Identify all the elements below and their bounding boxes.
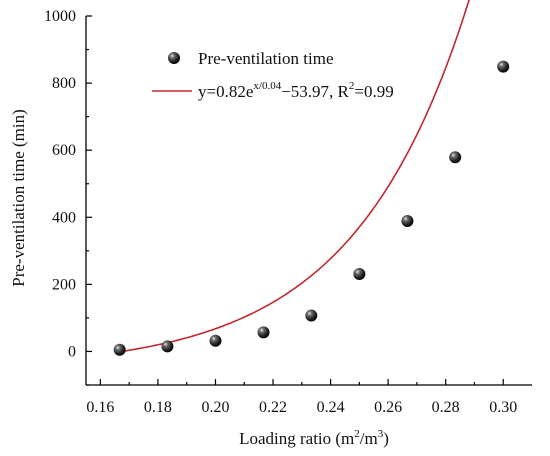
x-axis-title: Loading ratio (m2/m3) — [239, 428, 389, 448]
data-point — [161, 340, 174, 353]
fit-curve — [119, 0, 470, 353]
data-point — [449, 151, 462, 164]
x-axis-title-start: Loading ratio (m — [239, 429, 354, 448]
fit-r2-value: =0.99 — [354, 82, 393, 101]
legend-label-scatter: Pre-ventilation time — [198, 49, 334, 68]
data-point — [113, 343, 126, 356]
data-points — [113, 60, 510, 356]
x-axis-title-sup1: 2 — [354, 428, 360, 440]
data-point — [257, 326, 270, 339]
y-tick-label: 400 — [52, 209, 76, 226]
x-tick-label: 0.16 — [86, 399, 114, 416]
data-point — [353, 267, 366, 280]
x-tick-label: 0.30 — [489, 399, 517, 416]
y-axis-title: Pre-ventilation time (min) — [9, 109, 28, 287]
x-tick-label: 0.28 — [432, 399, 460, 416]
legend: Pre-ventilation time y=0.82ex/0.04−53.97… — [152, 49, 394, 101]
axis-ticks: 0.16 0.18 0.20 0.22 0.24 0.26 0.28 0.30 0 200 400 6… — [44, 8, 517, 416]
x-tick-label: 0.20 — [201, 399, 229, 416]
data-point — [209, 334, 222, 347]
legend-marker-scatter — [168, 52, 180, 64]
y-tick-label: 1000 — [44, 8, 76, 25]
y-tick-label: 0 — [68, 343, 76, 360]
x-tick-label: 0.24 — [317, 399, 345, 416]
fit-r2-superscript: 2 — [349, 80, 355, 92]
x-tick-label: 0.18 — [144, 399, 172, 416]
fit-equation-exponent: x/0.04 — [253, 80, 281, 92]
x-axis-title-mid: /m — [360, 429, 378, 448]
data-point — [497, 60, 510, 73]
data-point — [401, 214, 414, 227]
fit-line-layer — [119, 0, 470, 353]
y-tick-label: 200 — [52, 276, 76, 293]
legend-label-fit: y=0.82ex/0.04−53.97, R2=0.99 — [198, 80, 394, 101]
x-tick-label: 0.22 — [259, 399, 287, 416]
x-axis-title-sup2: 3 — [378, 428, 384, 440]
data-point — [305, 309, 318, 322]
y-tick-label: 600 — [52, 142, 76, 159]
fit-equation-prefix: y=0.82e — [198, 82, 253, 101]
y-tick-label: 800 — [52, 75, 76, 92]
x-tick-label: 0.26 — [374, 399, 402, 416]
fit-equation-middle: −53.97, R — [281, 82, 349, 101]
x-axis-title-end: ) — [383, 429, 389, 448]
axes — [85, 16, 532, 386]
